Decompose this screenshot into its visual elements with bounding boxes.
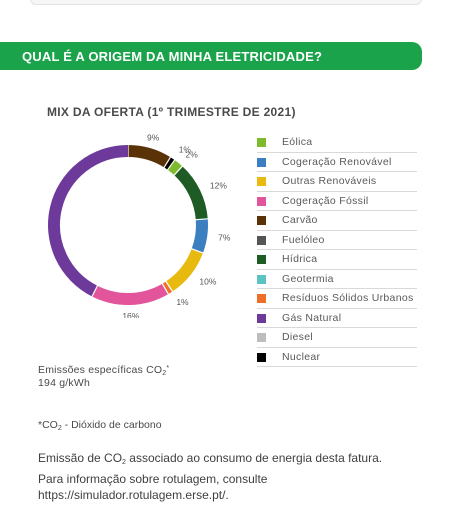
legend-item: Geotermia (257, 270, 417, 289)
footnote: *CO2 - Dióxido de carbono (38, 419, 162, 432)
donut-slice (127, 145, 171, 168)
legend-item: Outras Renováveis (257, 172, 417, 192)
energy-mix-donut-chart: 9%1%2%12%7%10%1%16%43% (48, 133, 231, 318)
legend-swatch (257, 177, 266, 186)
legend-label: Eólica (282, 136, 313, 148)
emissions-label: Emissões específicas CO2* (38, 364, 170, 377)
legend-label: Carvão (282, 214, 318, 226)
info-line-2: Para informação sobre rotulagem, consult… (38, 472, 268, 486)
chart-title: MIX DA OFERTA (1º TRIMESTRE DE 2021) (47, 105, 296, 119)
legend-item: Cogeração Renovável (257, 153, 417, 172)
donut-slice-separator (173, 165, 184, 177)
legend-swatch (257, 352, 266, 362)
legend-label: Gás Natural (282, 311, 342, 324)
legend-swatch (257, 274, 266, 284)
legend-swatch (257, 157, 266, 167)
legend-item: Hídrica (257, 250, 417, 270)
section-banner: QUAL É A ORIGEM DA MINHA ELETRICIDADE? (0, 42, 422, 70)
donut-slice-separator (161, 282, 170, 296)
donut-data-label: 1% (179, 144, 192, 154)
donut-data-label: 7% (218, 233, 231, 243)
previous-card-edge (30, 0, 422, 5)
legend-item: Gás Natural (257, 309, 417, 328)
legend-swatch (257, 255, 266, 264)
donut-slice (164, 157, 175, 170)
donut-data-label: 2% (186, 149, 199, 159)
legend-item: Nuclear (257, 348, 417, 367)
legend-item: Carvão (257, 211, 417, 231)
emissions-value: 194 g/kWh (38, 377, 90, 389)
donut-slice-separator (163, 156, 172, 169)
section-title: QUAL É A ORIGEM DA MINHA ELETRICIDADE? (22, 49, 323, 64)
legend-item: Cogeração Fóssil (257, 192, 417, 211)
legend-swatch (257, 333, 266, 342)
legend-label: Outras Renováveis (282, 175, 377, 187)
donut-slice (48, 145, 129, 297)
donut-data-label: 16% (122, 311, 139, 318)
donut-slice-separator (194, 218, 209, 221)
donut-data-label: 12% (210, 180, 227, 190)
legend-swatch (257, 235, 266, 245)
donut-slice (174, 166, 208, 220)
donut-slice-separator (164, 280, 174, 293)
legend-label: Cogeração Fóssil (282, 194, 369, 207)
donut-data-label: 9% (147, 133, 160, 143)
donut-slice (92, 283, 169, 305)
info-line-3[interactable]: https://simulador.rotulagem.erse.pt/. (38, 488, 229, 502)
legend-swatch (257, 138, 266, 147)
info-line-1: Emissão de CO2 associado ao consumo de e… (38, 451, 383, 466)
legend-label: Diesel (282, 331, 313, 343)
legend-swatch (257, 313, 266, 323)
legend-label: Hídrica (282, 253, 318, 265)
donut-slice (162, 281, 173, 295)
legend-swatch (257, 196, 266, 206)
donut-data-label: 10% (199, 276, 216, 286)
donut-slice-separator (190, 247, 205, 254)
legend-label: Resíduos Sólidos Urbanos (282, 292, 414, 304)
legend-item: Fuelóleo (257, 231, 417, 250)
legend-label: Fuelóleo (282, 233, 325, 246)
legend-item: Resíduos Sólidos Urbanos (257, 289, 417, 309)
chart-legend: Eólica Cogeração Renovável Outras Renováve… (257, 133, 417, 367)
legend-swatch (257, 294, 266, 303)
donut-slice (167, 159, 183, 176)
donut-slice-separator (166, 158, 176, 171)
legend-label: Geotermia (282, 272, 334, 285)
legend-item: Eólica (257, 133, 417, 153)
donut-slice (165, 248, 203, 292)
donut-slice (191, 218, 208, 254)
legend-label: Cogeração Renovável (282, 155, 392, 168)
legend-label: Nuclear (282, 350, 321, 363)
legend-swatch (257, 216, 266, 225)
donut-slice-separator (91, 284, 99, 298)
donut-data-label: 1% (176, 297, 189, 307)
info-paragraph: Emissão de CO2 associado ao consumo de e… (38, 450, 438, 503)
legend-item: Diesel (257, 328, 417, 348)
